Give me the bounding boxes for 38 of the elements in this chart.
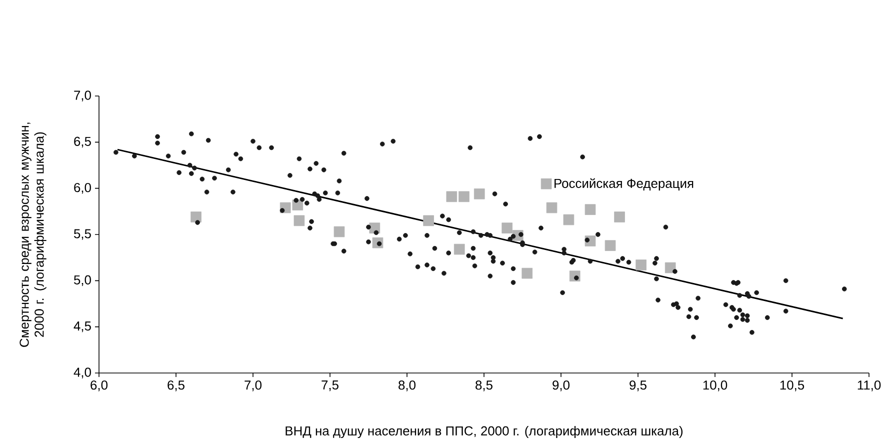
point [664, 262, 676, 274]
point [584, 204, 596, 215]
y-axis-title: Смертность среди взрослых мужчин, 2000 г. (логарифмическая шкала) [20, 122, 46, 347]
x-tick-label: 7,0 [244, 380, 262, 392]
x-tick-label: 6,0 [90, 380, 108, 392]
legend-label: Российская Федерация [554, 178, 694, 191]
x-tick-label: 8,0 [398, 380, 416, 392]
x-tick-label: 11,0 [858, 380, 881, 392]
y-tick-label: 6,0 [74, 182, 91, 194]
y-tick-label: 7,0 [74, 90, 91, 102]
x-tick-label: 9,0 [552, 380, 570, 392]
y-tick-label: 5,5 [74, 229, 91, 240]
point [563, 214, 574, 226]
y-tick-label: 6,5 [74, 136, 91, 148]
y-tick-label: 4,5 [74, 322, 91, 332]
x-tick-label: 9,5 [630, 380, 646, 392]
x-tick-label: 8,5 [476, 380, 492, 392]
point [190, 212, 202, 222]
point [294, 215, 305, 226]
point [636, 260, 646, 270]
point [614, 212, 625, 222]
x-tick-label: 10,5 [780, 380, 804, 392]
point [474, 188, 485, 200]
y-tick-label: 5,0 [74, 275, 91, 286]
point [334, 226, 345, 238]
point [546, 202, 558, 214]
point [446, 191, 458, 202]
x-tick-label: 6,5 [168, 380, 184, 392]
x-tick-label: 10,0 [703, 380, 728, 392]
point [458, 191, 470, 202]
point [522, 268, 533, 279]
y-tick-label: 4,0 [74, 368, 91, 378]
point [502, 222, 512, 234]
point [423, 215, 434, 226]
point [454, 244, 465, 255]
point [604, 240, 616, 251]
x-tick-label: 7,5 [322, 380, 338, 392]
x-axis-title: ВНД на душу населения в ППС, 2000 г. (логарифмическая шкала) [286, 426, 683, 438]
